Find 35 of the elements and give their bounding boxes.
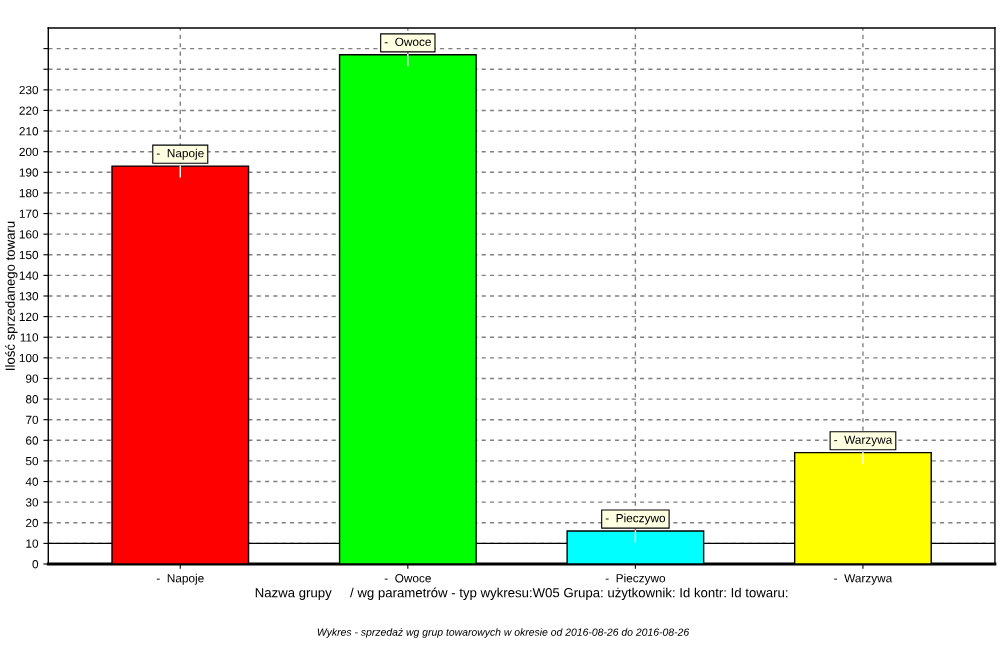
annotation: - Pieczywo — [605, 513, 666, 525]
x-axis-title: Nazwa grupy / wg parametrów - typ wykresu:W05 Grupa: użytkownik: Id kontr: Id towaru: — [255, 587, 788, 600]
text: Wykres - sprzedaż wg grup towarowych w okresie od 2016-08-26 do 2016-08-26 — [317, 628, 690, 638]
y-tick-label: 60 — [26, 436, 39, 445]
y-tick-label: 150 — [19, 250, 39, 260]
y-tick-label: 0 — [32, 560, 39, 569]
y-tick-label: 90 — [25, 374, 39, 383]
x-tick-label: - Napoje — [156, 573, 204, 585]
y-axis-title: Ilość sprzedanego towaru — [5, 221, 18, 370]
y-tick-label: 210 — [19, 127, 39, 136]
annotation: - Napoje — [156, 148, 204, 160]
x-tick-label: - Warzywa — [834, 574, 893, 585]
y-tick-label: 40 — [25, 477, 39, 486]
y-tick-label: 80 — [25, 395, 39, 404]
y-tick-label: 200 — [19, 147, 39, 157]
y-tick-label: 160 — [19, 230, 39, 239]
y-tick-label: 20 — [26, 518, 39, 528]
x-tick-label: - Owoce — [384, 574, 431, 583]
y-tick-label: 130 — [19, 292, 39, 301]
y-tick-label: 110 — [20, 333, 39, 342]
y-tick-label: 140 — [19, 271, 39, 280]
y-tick-label: 100 — [19, 353, 39, 363]
y-tick-label: 180 — [19, 188, 39, 198]
y-tick-label: 70 — [26, 415, 39, 425]
x-tick-label: - Pieczywo — [605, 573, 666, 585]
annotation: - Warzywa — [834, 435, 893, 447]
y-tick-label: 30 — [25, 498, 39, 507]
y-tick-label: 50 — [25, 456, 39, 466]
y-tick-label: 170 — [19, 209, 39, 218]
y-tick-label: 230 — [19, 85, 39, 95]
y-tick-label: 10 — [26, 539, 39, 548]
annotation: - Owoce — [384, 37, 431, 47]
y-tick-label: 120 — [19, 312, 39, 322]
y-tick-label: 190 — [19, 168, 39, 177]
y-tick-label: 220 — [19, 106, 39, 115]
